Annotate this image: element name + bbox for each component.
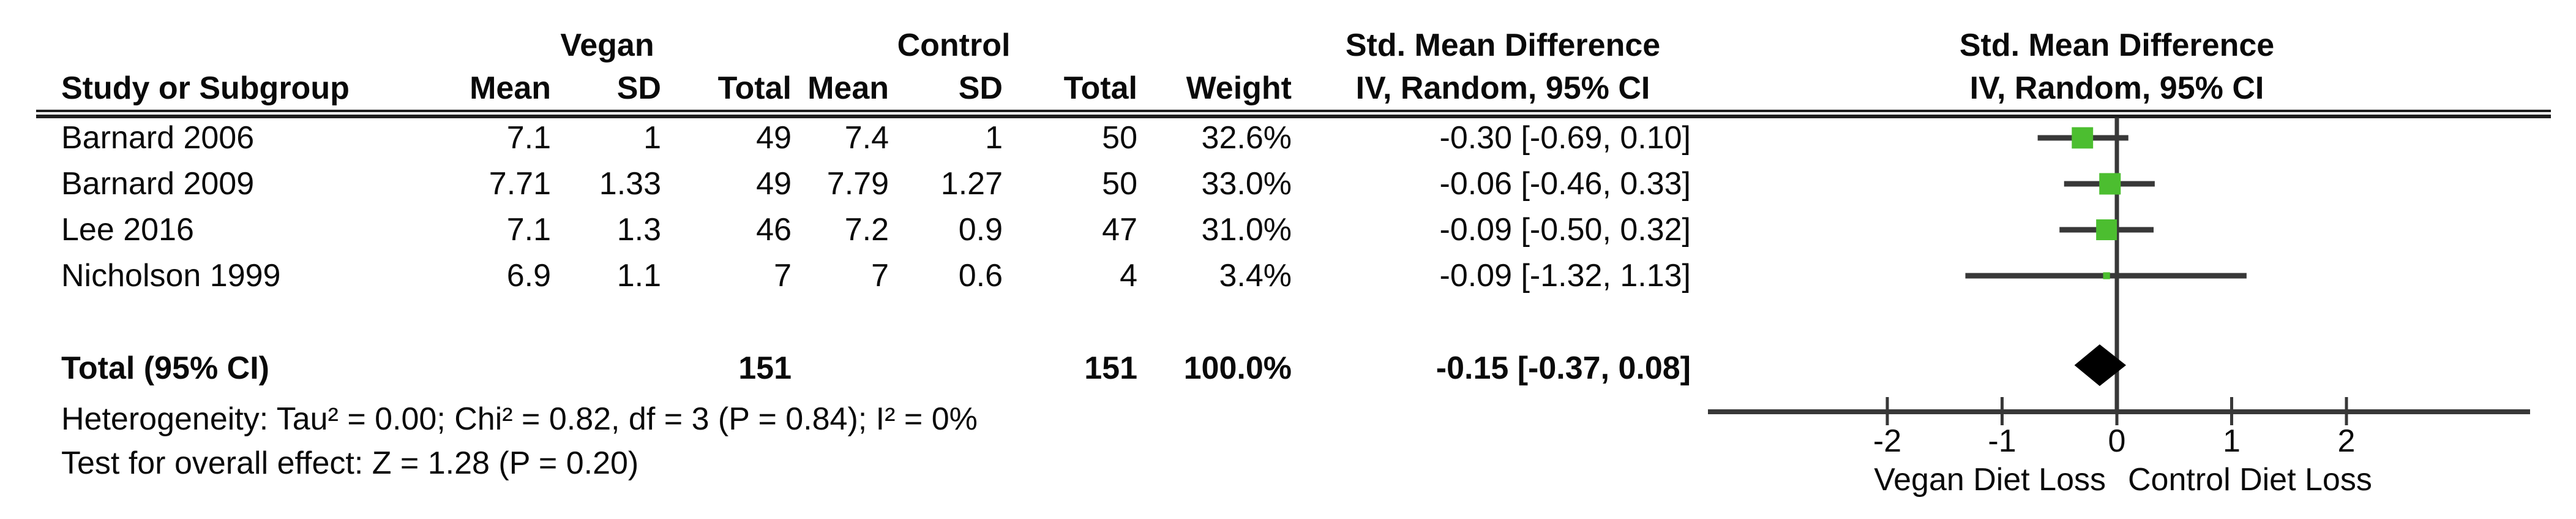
axis-tick-label: 0 [2108,423,2126,459]
study-label: Barnard 2006 [61,120,255,156]
effect-square [2096,219,2117,240]
weight-column-header: Weight [1186,70,1292,106]
weight-value: 31.0% [1201,212,1292,248]
control-mean-header: Mean [807,70,889,106]
overall-effect-test: Test for overall effect: Z = 1.28 (P = 0… [61,445,639,481]
axis-tick-label: -2 [1873,423,1901,459]
study-column-header: Study or Subgroup [61,70,350,106]
pooled-effect-diamond [2074,344,2126,386]
control-sd-value: 1.27 [940,166,1003,202]
ci-text-value: -0.30 [-0.69, 0.10] [1439,120,1691,156]
effect-column-title: Std. Mean Difference [1345,28,1661,63]
axis-tick-label: 2 [2338,423,2356,459]
study-label: Nicholson 1999 [61,258,281,294]
weight-value: 32.6% [1201,120,1292,156]
plot-column-title: Std. Mean Difference [1959,28,2275,63]
favours-right-label: Control Diet Loss [2128,462,2372,498]
control-mean-value: 7.79 [826,166,889,202]
ci-text-value: -0.09 [-0.50, 0.32] [1439,212,1691,248]
vegan-sd-value: 1.1 [616,258,661,294]
weight-value: 3.4% [1219,258,1292,294]
vegan-total-value: 49 [756,120,792,156]
control-mean-value: 7.4 [844,120,889,156]
control-total-value: 50 [1102,166,1137,202]
control-total-value: 50 [1102,120,1137,156]
control-sd-value: 1 [985,120,1003,156]
control-sd-value: 0.9 [958,212,1003,248]
control-total-value: 4 [1120,258,1137,294]
axis-tick-label: -1 [1988,423,2016,459]
vegan-total-header: Total [717,70,792,106]
control-mean-value: 7 [871,258,889,294]
plot-column-subtitle: IV, Random, 95% CI [1969,70,2264,106]
ci-text-value: -0.09 [-1.32, 1.13] [1439,258,1691,294]
vegan-sd-value: 1 [643,120,661,156]
control-sd-header: SD [958,70,1003,106]
total-weight: 100.0% [1183,350,1292,386]
effect-square [2072,127,2094,149]
group1-header: Vegan [560,28,654,63]
control-grand-total: 151 [1084,350,1137,386]
vegan-total-value: 7 [774,258,792,294]
effect-square [2099,173,2121,195]
control-sd-value: 0.6 [958,258,1003,294]
vegan-mean-value: 7.1 [506,120,551,156]
weight-value: 33.0% [1201,166,1292,202]
header-separator-line [36,110,2551,118]
vegan-mean-value: 6.9 [506,258,551,294]
effect-column-subtitle: IV, Random, 95% CI [1355,70,1650,106]
vegan-mean-value: 7.1 [506,212,551,248]
vegan-total-value: 49 [756,166,792,202]
vegan-sd-value: 1.3 [616,212,661,248]
heterogeneity-stats: Heterogeneity: Tau² = 0.00; Chi² = 0.82,… [61,401,978,437]
study-label: Barnard 2009 [61,166,255,202]
vegan-sd-value: 1.33 [599,166,661,202]
group2-header: Control [897,28,1011,63]
total-ci-text: -0.15 [-0.37, 0.08] [1436,350,1691,386]
vegan-sd-header: SD [616,70,661,106]
vegan-total-value: 46 [756,212,792,248]
control-mean-value: 7.2 [844,212,889,248]
effect-square [2103,272,2110,279]
control-total-value: 47 [1102,212,1137,248]
control-total-header: Total [1063,70,1137,106]
vegan-mean-value: 7.71 [489,166,551,202]
vegan-grand-total: 151 [738,350,792,386]
total-label: Total (95% CI) [61,350,269,386]
vegan-mean-header: Mean [470,70,551,106]
axis-tick-label: 1 [2223,423,2241,459]
ci-text-value: -0.06 [-0.46, 0.33] [1439,166,1691,202]
study-label: Lee 2016 [61,212,194,248]
favours-left-label: Vegan Diet Loss [1874,462,2106,498]
